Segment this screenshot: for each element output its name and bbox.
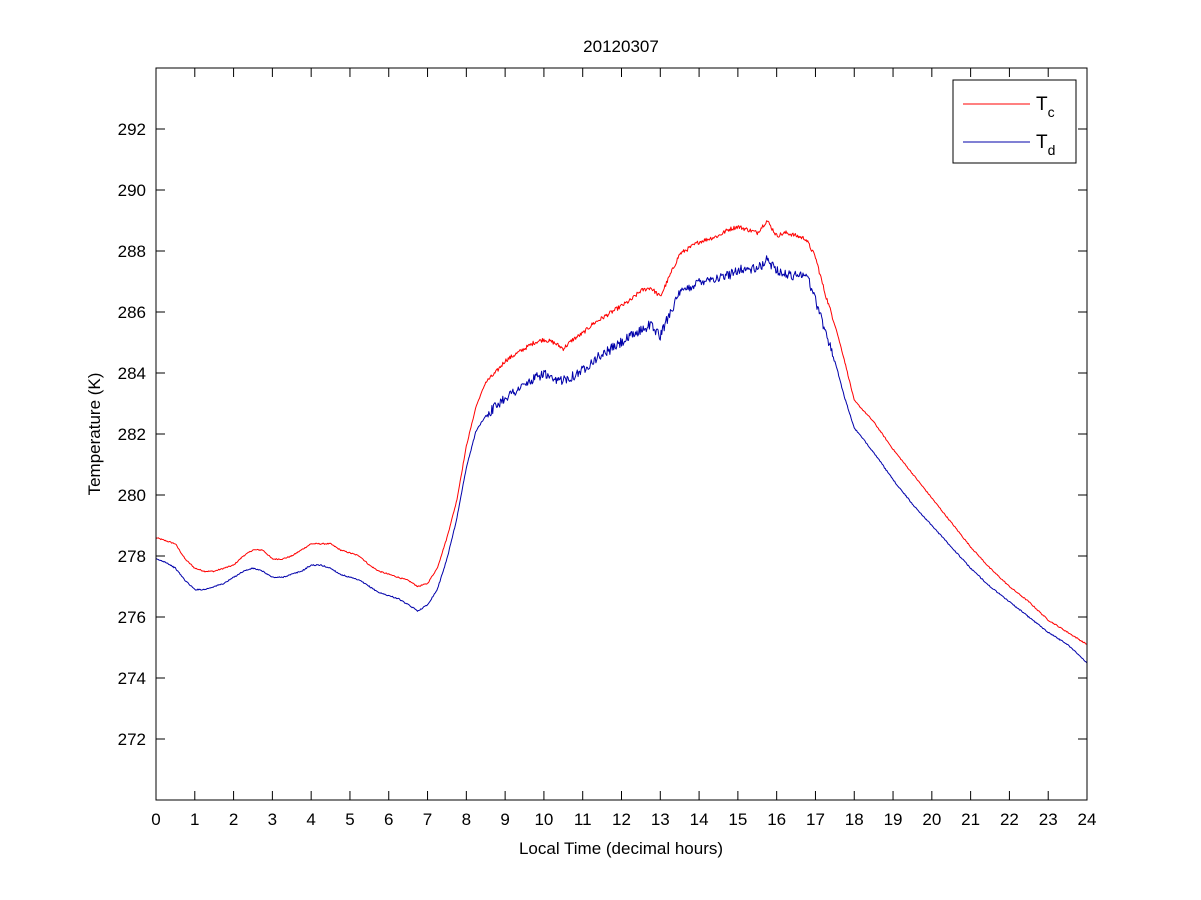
x-tick-label: 21 <box>961 810 980 829</box>
x-tick-label: 19 <box>884 810 903 829</box>
series-line-td <box>155 255 1088 664</box>
y-tick-label: 292 <box>118 120 146 139</box>
x-tick-label: 5 <box>345 810 354 829</box>
legend-label-tc-sub: c <box>1048 104 1055 120</box>
x-tick-label: 23 <box>1039 810 1058 829</box>
x-tick-label: 15 <box>728 810 747 829</box>
y-tick-label: 272 <box>118 730 146 749</box>
x-tick-label: 14 <box>690 810 709 829</box>
y-tick-label: 288 <box>118 242 146 261</box>
y-axis-label: Temperature (K) <box>85 373 104 496</box>
legend-box <box>952 79 1077 164</box>
x-tick-label: 18 <box>845 810 864 829</box>
y-tick-label: 276 <box>118 608 146 627</box>
y-tick-label: 286 <box>118 303 146 322</box>
series-layer <box>155 220 1088 664</box>
x-axis-label: Local Time (decimal hours) <box>519 839 723 858</box>
x-tick-label: 11 <box>574 810 592 829</box>
legend-label-td-sub: d <box>1048 142 1056 158</box>
legend-label-td: Td <box>1036 132 1055 158</box>
x-tick-label: 1 <box>190 810 199 829</box>
x-tick-label: 6 <box>384 810 393 829</box>
x-tick-label: 10 <box>534 810 553 829</box>
x-tick-label: 20 <box>922 810 941 829</box>
x-tick-label: 0 <box>151 810 160 829</box>
x-tick-label: 4 <box>306 810 315 829</box>
y-tick-label: 280 <box>118 486 146 505</box>
x-tick-label: 7 <box>423 810 432 829</box>
legend: Tc Td <box>952 79 1077 164</box>
x-tick-label: 3 <box>268 810 277 829</box>
x-tick-label: 24 <box>1078 810 1097 829</box>
y-tick-label: 278 <box>118 547 146 566</box>
x-tick-label: 12 <box>612 810 631 829</box>
series-line-tc <box>155 220 1088 645</box>
legend-label-tc-main: T <box>1036 94 1048 115</box>
y-tick-label: 274 <box>118 669 146 688</box>
x-tick-label: 2 <box>229 810 238 829</box>
x-tick-label: 22 <box>1000 810 1019 829</box>
ticks-layer: 0 1 2 3 4 5 6 7 8 9 10 11 12 13 14 15 16 17 18 19 20 21 22 23 24… <box>118 68 1097 829</box>
x-tick-label: 17 <box>806 810 825 829</box>
y-tick-label: 290 <box>118 181 146 200</box>
x-tick-label: 8 <box>462 810 471 829</box>
x-tick-label: 9 <box>500 810 509 829</box>
y-tick-label: 284 <box>118 364 146 383</box>
chart-title: 20120307 <box>583 37 659 56</box>
x-tick-label: 16 <box>767 810 786 829</box>
y-tick-label: 282 <box>118 425 146 444</box>
legend-label-tc: Tc <box>1036 94 1055 120</box>
legend-label-td-main: T <box>1036 132 1048 153</box>
x-tick-label: 13 <box>651 810 670 829</box>
